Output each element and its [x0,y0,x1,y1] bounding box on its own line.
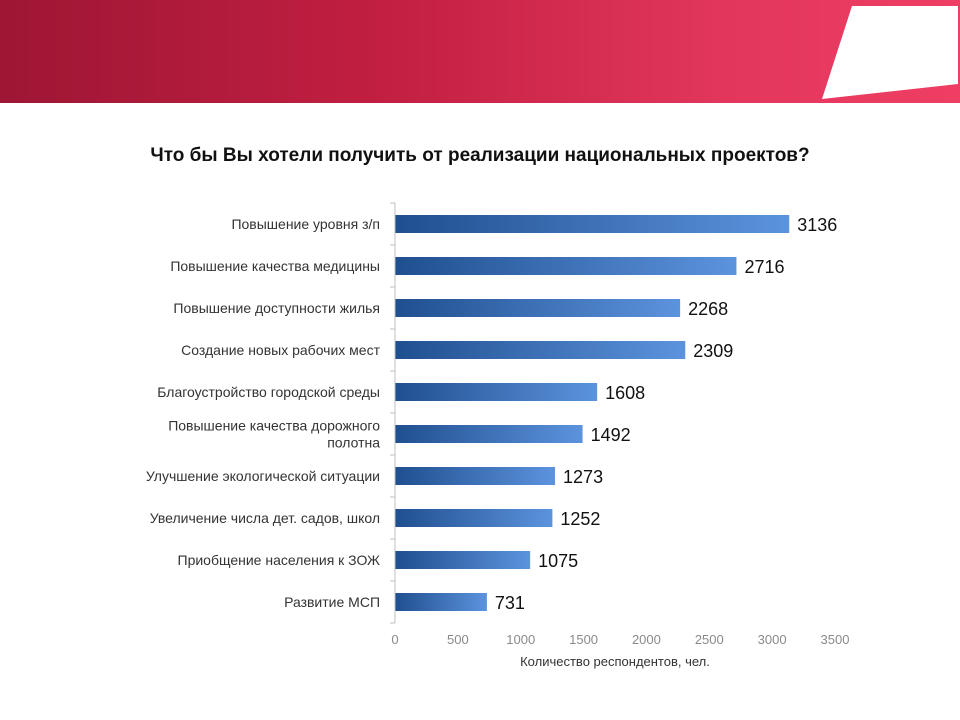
x-tick-label: 3000 [758,632,787,647]
x-tick-label: 2000 [632,632,661,647]
logo-line-1: НАЦИОНАЛЬНЫЕ [860,9,956,21]
data-label: 1273 [563,467,603,487]
x-tick-label: 3500 [821,632,850,647]
x-tick-label: 1000 [506,632,535,647]
x-tick-label: 1500 [569,632,598,647]
bar [395,593,487,611]
x-tick-label: 500 [447,632,469,647]
x-tick-label: 0 [391,632,398,647]
category-label: Повышение качества дорожного [168,418,380,434]
category-label: Создание новых рабочих мест [181,342,380,358]
chart-title: Что бы Вы хотели получить от реализации … [150,145,810,166]
header-band [0,0,960,103]
bar [395,257,737,275]
category-label: полотна [327,435,380,451]
bar [395,215,790,233]
data-label: 3136 [797,215,837,235]
data-label: 2268 [688,299,728,319]
category-label: Приобщение населения к ЗОЖ [178,552,381,568]
national-projects-logo: НАЦИОНАЛЬНЫЕ ПРОЕКТЫ РОССИИ [858,9,958,45]
bar [395,509,553,527]
data-label: 2716 [744,257,784,277]
data-label: 2309 [693,341,733,361]
bar [395,425,583,443]
data-label: 731 [495,593,525,613]
bar [395,467,556,485]
data-label: 1492 [591,425,631,445]
x-axis-title: Количество респондентов, чел. [520,654,710,669]
data-label: 1252 [560,509,600,529]
category-label: Увеличение числа дет. садов, школ [150,510,380,526]
bar [395,341,686,359]
x-tick-label: 2500 [695,632,724,647]
category-label: Повышение уровня з/п [231,216,380,232]
category-label: Развитие МСП [284,594,380,610]
category-label: Повышение доступности жилья [173,300,380,316]
bar [395,383,598,401]
bar [395,299,681,317]
data-label: 1075 [538,551,578,571]
bar [395,551,531,569]
category-label: Повышение качества медицины [170,258,380,274]
category-label: Благоустройство городской среды [157,384,380,400]
data-label: 1608 [605,383,645,403]
logo-line-2: ПРОЕКТЫ [881,21,935,33]
logo-background [822,6,958,99]
category-label: Улучшение экологической ситуации [146,468,380,484]
logo-line-3: РОССИИ [885,33,931,45]
